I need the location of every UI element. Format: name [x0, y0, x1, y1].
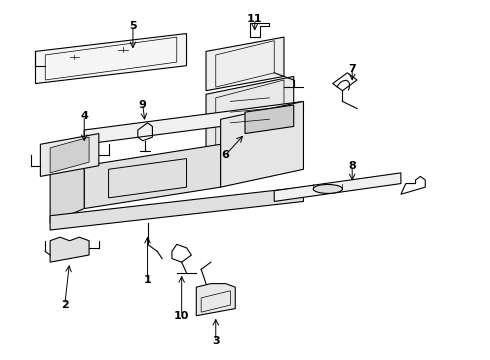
- Text: 2: 2: [61, 300, 69, 310]
- Text: 5: 5: [129, 21, 137, 31]
- Polygon shape: [84, 102, 303, 144]
- Polygon shape: [220, 102, 303, 187]
- Polygon shape: [50, 144, 84, 223]
- Polygon shape: [50, 137, 89, 173]
- Polygon shape: [84, 144, 220, 208]
- Polygon shape: [206, 76, 294, 152]
- Polygon shape: [206, 37, 284, 91]
- Text: 3: 3: [212, 336, 220, 346]
- Text: 8: 8: [348, 161, 356, 171]
- Text: 11: 11: [247, 14, 263, 24]
- Text: 9: 9: [139, 100, 147, 110]
- Polygon shape: [40, 134, 99, 176]
- Text: 1: 1: [144, 275, 151, 285]
- Polygon shape: [245, 105, 294, 134]
- Text: 10: 10: [174, 311, 189, 321]
- Text: 6: 6: [221, 150, 229, 160]
- Polygon shape: [196, 284, 235, 316]
- Text: 4: 4: [80, 111, 88, 121]
- Polygon shape: [50, 237, 89, 262]
- Polygon shape: [35, 33, 187, 84]
- Polygon shape: [274, 173, 401, 202]
- Polygon shape: [50, 187, 303, 230]
- Text: 7: 7: [348, 64, 356, 74]
- Ellipse shape: [313, 184, 343, 193]
